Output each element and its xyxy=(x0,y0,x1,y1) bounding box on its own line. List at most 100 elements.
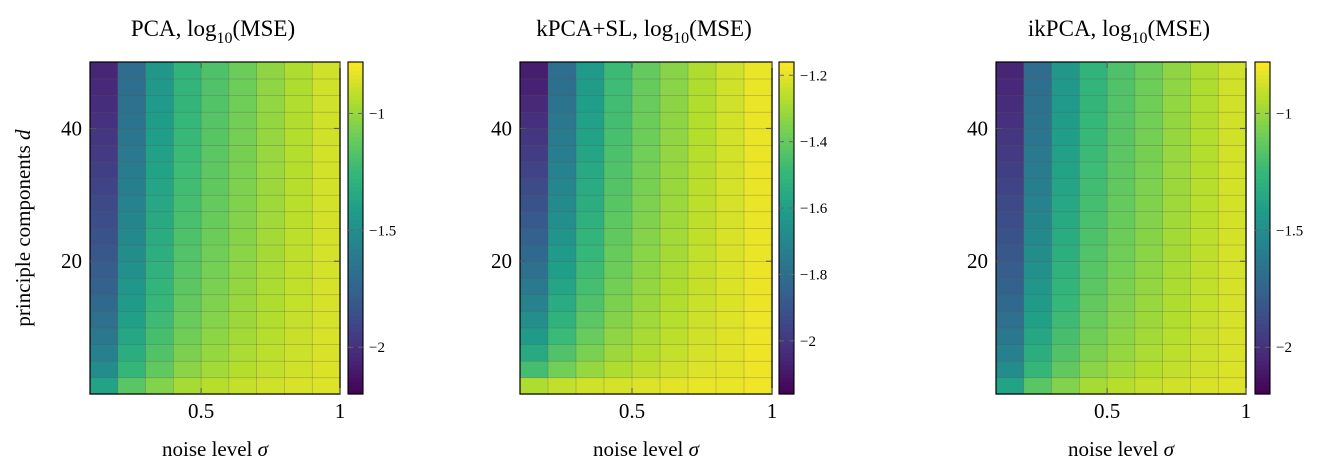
heatmap-cell xyxy=(1106,310,1136,329)
colorbar-step xyxy=(1255,70,1270,76)
heatmap-cell xyxy=(519,111,549,130)
colorbar-step xyxy=(1255,186,1270,192)
heatmap-cell xyxy=(1217,377,1247,395)
heatmap-cell xyxy=(687,244,717,262)
heatmap-cell xyxy=(715,377,745,395)
colorbar-step xyxy=(1255,323,1270,329)
colorbar-step xyxy=(1255,86,1270,92)
colorbar-step xyxy=(779,232,794,237)
heatmap-cell xyxy=(145,310,175,329)
colorbar-step xyxy=(348,145,363,150)
colorbar-step xyxy=(1255,269,1270,275)
heatmap-cell xyxy=(1217,310,1247,329)
colorbar-step xyxy=(348,335,363,341)
heatmap-cell xyxy=(519,244,549,262)
heatmap-cell xyxy=(603,310,633,329)
colorbar-step xyxy=(779,169,794,175)
heatmap-cell xyxy=(995,377,1025,395)
heatmap-cell xyxy=(256,227,286,246)
colorbar-step xyxy=(348,315,363,320)
colorbar-step xyxy=(1255,315,1270,320)
heatmap-cell xyxy=(575,194,605,213)
heatmap-cell xyxy=(1079,327,1108,345)
heatmap-cell xyxy=(1106,177,1136,196)
heatmap-cell xyxy=(200,111,230,130)
colorbar-step xyxy=(348,120,363,125)
heatmap-cell xyxy=(519,260,549,279)
colorbar-step xyxy=(348,107,363,113)
heatmap-cell xyxy=(659,227,689,246)
heatmap-cell xyxy=(1051,377,1081,395)
heatmap-cell xyxy=(1134,111,1164,130)
heatmap-cell xyxy=(200,377,230,395)
heatmap-cell xyxy=(687,161,717,179)
colorbar-step xyxy=(348,190,363,196)
heatmap-cell xyxy=(575,78,605,96)
heatmap-cell xyxy=(1051,128,1081,146)
colorbar-step xyxy=(779,78,794,84)
heatmap-cell xyxy=(284,377,313,395)
heatmap-cell xyxy=(1079,78,1108,96)
heatmap-cell xyxy=(743,244,773,262)
heatmap-cell xyxy=(311,244,341,262)
heatmap-cell xyxy=(995,177,1025,196)
heatmap-cell xyxy=(284,244,313,262)
colorbar-step xyxy=(348,294,363,300)
heatmap-cell xyxy=(145,111,175,130)
heatmap-cell xyxy=(743,277,773,296)
heatmap-cell xyxy=(631,360,661,379)
heatmap-cell xyxy=(743,144,773,163)
heatmap-cell xyxy=(1190,161,1219,179)
colorbar-step xyxy=(348,128,363,134)
colorbar-step xyxy=(1255,385,1270,391)
heatmap-cell xyxy=(1134,161,1164,179)
heatmap-cell xyxy=(743,111,773,130)
heatmap-cell xyxy=(200,144,230,163)
heatmap-cell xyxy=(631,211,661,229)
colorbar-step xyxy=(1255,91,1270,96)
colorbar-step xyxy=(779,149,794,154)
heatmap-cell xyxy=(89,360,119,379)
heatmap-cell xyxy=(145,78,175,96)
heatmap-cell xyxy=(200,94,230,113)
heatmap-cell xyxy=(228,94,258,113)
heatmap-cell xyxy=(995,94,1025,113)
heatmap-cell xyxy=(547,144,577,163)
heatmap-cell xyxy=(200,244,230,262)
colorbar-step xyxy=(1255,99,1270,105)
heatmap-cell xyxy=(311,161,341,179)
heatmap-cell xyxy=(743,161,773,179)
heatmap-cell xyxy=(715,94,745,113)
heatmap-cell xyxy=(1134,78,1164,96)
heatmap-cell xyxy=(1134,244,1164,262)
heatmap-cell xyxy=(631,377,661,395)
heatmap-cell xyxy=(1023,94,1053,113)
heatmap-cell xyxy=(173,161,202,179)
heatmap-cell xyxy=(256,177,286,196)
heatmap-cell xyxy=(743,260,773,279)
colorbar-step xyxy=(348,165,363,171)
heatmap-cell xyxy=(603,294,633,312)
heatmap-cell xyxy=(995,244,1025,262)
heatmap-cell xyxy=(603,377,633,395)
colorbar-step xyxy=(1255,252,1270,258)
heatmap-cell xyxy=(311,94,341,113)
colorbar-step xyxy=(1255,211,1270,217)
colorbar-step xyxy=(1255,140,1270,146)
heatmap-cell xyxy=(743,343,773,362)
colorbar-step xyxy=(348,369,363,374)
colorbar-step xyxy=(779,385,794,391)
colorbar-step xyxy=(779,99,794,105)
heatmap-cell xyxy=(1051,343,1081,362)
heatmap-cell xyxy=(995,310,1025,329)
heatmap-cell xyxy=(1023,294,1053,312)
heatmap-cell xyxy=(547,360,577,379)
colorbar-step xyxy=(779,207,794,212)
heatmap-cell xyxy=(995,260,1025,279)
colorbar-step xyxy=(779,194,794,200)
heatmap-cell xyxy=(1217,343,1247,362)
heatmap-cell xyxy=(575,260,605,279)
heatmap-cell xyxy=(547,194,577,213)
heatmap-cell xyxy=(228,244,258,262)
colorbar-step xyxy=(348,290,363,295)
